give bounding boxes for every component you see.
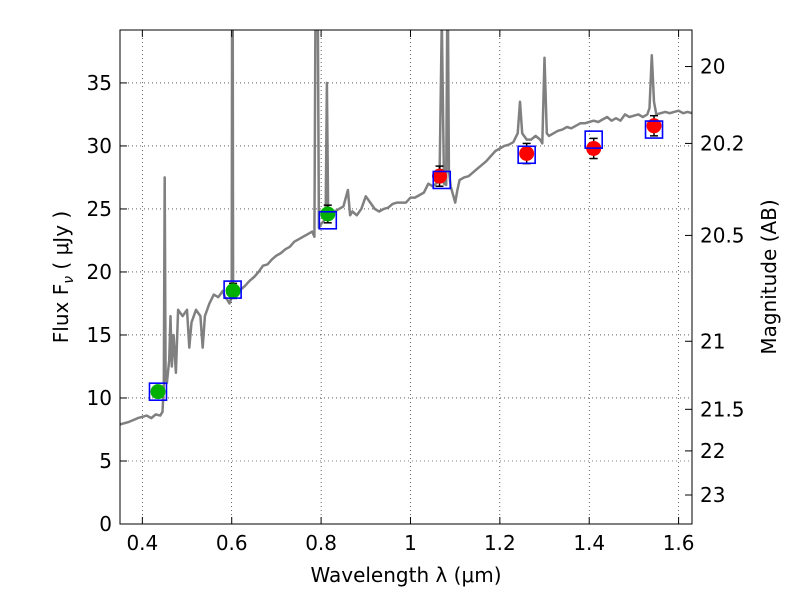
y-axis-label-left-text: Flux Fν ( μJy ) [49, 211, 77, 343]
plot-frame [119, 29, 693, 525]
spectrum-line [120, 30, 692, 426]
y-tick-label: 20 [87, 260, 112, 284]
model-box [223, 280, 242, 299]
x-axis-label: Wavelength λ (μm) [310, 563, 501, 587]
y-tick-label: 5 [99, 449, 112, 473]
right-tick-label: 23 [700, 483, 725, 507]
x-axis-label-text: Wavelength λ (μm) [310, 563, 501, 587]
x-tick-label: 1.6 [663, 531, 695, 555]
optical-point [225, 283, 241, 299]
x-tick-label: 0.8 [305, 531, 337, 555]
y-tick-label: 15 [87, 323, 112, 347]
model-box [148, 382, 168, 401]
y-tick-label: 35 [87, 71, 112, 95]
x-tick-label: 0.4 [126, 531, 158, 555]
y-tick-label: 30 [87, 134, 112, 158]
y-axis-label-left: Flux Fν ( μJy ) [49, 211, 77, 343]
nir-point [519, 146, 535, 161]
y-axis-label-right-text: Magnitude (AB) [757, 199, 781, 354]
right-tick-label: 20.2 [700, 131, 745, 155]
x-tick-label: 0.6 [216, 531, 248, 555]
model-box [517, 145, 536, 165]
y-tick-label: 0 [99, 512, 112, 536]
nir-point [646, 118, 662, 134]
y-tick-label: 10 [87, 386, 112, 410]
nir-point [432, 168, 448, 184]
right-tick-label: 22 [700, 439, 725, 463]
optical-point [320, 206, 336, 222]
grid [120, 30, 692, 525]
x-tick-label: 1.2 [484, 531, 516, 555]
model-box [584, 130, 603, 149]
x-tick-label: 1 [404, 531, 417, 555]
right-tick-label: 21 [700, 329, 725, 353]
plot-area [120, 30, 692, 426]
model-box [432, 170, 452, 190]
optical-point [150, 384, 166, 400]
right-tick-label: 20 [700, 55, 725, 79]
y-axis-label-right: Magnitude (AB) [757, 199, 781, 354]
x-tick-label: 1.4 [573, 531, 605, 555]
model-box [644, 120, 664, 139]
ticks: 0.4 0.6 0.8 1 1.2 1.4 1.6 0 5 10 15 20 25 30 35 20 20.2 2… [87, 30, 745, 555]
right-tick-label: 20.5 [700, 223, 745, 247]
model-box [318, 210, 338, 230]
right-tick-label: 21.5 [700, 397, 745, 421]
y-tick-label: 25 [87, 197, 112, 221]
